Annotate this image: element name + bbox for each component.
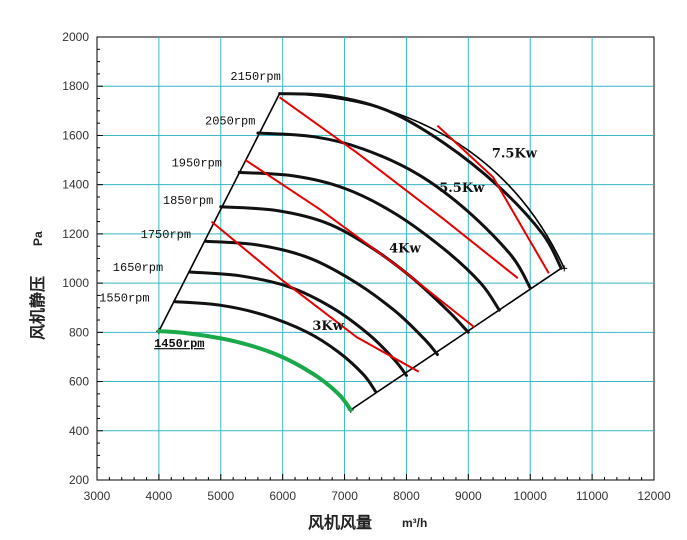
x-tick-label: 10000 <box>514 489 548 503</box>
y-axis-title: 风机静压 <box>28 276 47 340</box>
power-label-3Kw: 3Kw <box>312 319 344 334</box>
plot-area <box>96 36 655 481</box>
x-tick-labels: 3000 4000 5000 6000 7000 8000 9000 10000 11000 12… <box>84 489 671 503</box>
y-tick-label: 1600 <box>62 128 89 142</box>
x-tick-label: 7000 <box>331 489 358 503</box>
speed-label-1650rpm: 1650rpm <box>113 261 163 275</box>
y-tick-label: 1800 <box>62 79 89 93</box>
minor-ticks <box>96 36 655 481</box>
x-tick-label: 4000 <box>146 489 173 503</box>
speed-label-1750rpm: 1750rpm <box>141 228 191 242</box>
power-label-7.5Kw: 7.5Kw <box>492 147 538 162</box>
speed-label-2150rpm: 2150rpm <box>230 70 280 84</box>
speed-curve-2050rpm <box>256 131 532 290</box>
speed-label-1450rpm: 1450rpm <box>154 337 204 351</box>
power-line-4Kw <box>244 159 476 329</box>
envelope-top-arc <box>279 92 565 269</box>
y-tick-label: 600 <box>69 375 89 389</box>
envelope-right-boundary <box>350 267 562 411</box>
y-tick-label: 1200 <box>62 227 89 241</box>
speed-label-1950rpm: 1950rpm <box>172 157 222 171</box>
y-tick-label: 800 <box>69 325 89 339</box>
speed-curve-1750rpm <box>203 239 439 356</box>
speed-curve-1650rpm <box>188 270 408 377</box>
speed-curve-1950rpm <box>237 170 501 312</box>
power-label-4Kw: 4Kw <box>389 241 421 256</box>
y-tick-label: 400 <box>69 424 89 438</box>
curve-labels: 1450rpm 1550rpm 1650rpm 1750rpm 1850rpm 1950r… <box>99 70 538 351</box>
y-tick-label: 200 <box>69 473 89 487</box>
power-line-3Kw <box>210 220 420 373</box>
x-tick-label: 8000 <box>393 489 420 503</box>
power-line-5.5Kw <box>279 96 519 279</box>
power-label-5.5Kw: 5.5Kw <box>439 181 485 196</box>
speed-label-2050rpm: 2050rpm <box>205 114 255 128</box>
speed-label-1850rpm: 1850rpm <box>163 194 213 208</box>
x-tick-label: 6000 <box>269 489 296 503</box>
speed-curves <box>156 92 563 412</box>
x-tick-label: 3000 <box>84 489 111 503</box>
x-axis-unit: m³/h <box>402 516 427 530</box>
power-line-7.5Kw <box>436 124 550 274</box>
x-tick-label: 11000 <box>576 489 609 503</box>
speed-curve-1550rpm <box>172 300 377 393</box>
y-tick-label: 2000 <box>62 30 89 44</box>
x-axis-title: 风机风量 <box>308 513 372 532</box>
y-axis-unit: Pa <box>31 231 45 246</box>
x-tick-label: 9000 <box>455 489 482 503</box>
speed-curve-2150rpm <box>278 92 563 270</box>
x-tick-label: 5000 <box>207 489 234 503</box>
speed-curve-1450rpm <box>156 329 353 412</box>
power-lines <box>210 96 550 373</box>
x-tick-label: 12000 <box>637 489 671 503</box>
y-tick-label: 1400 <box>62 178 89 192</box>
y-tick-label: 1000 <box>62 276 89 290</box>
speed-label-1550rpm: 1550rpm <box>99 292 149 306</box>
y-tick-labels: 200 400 600 800 1000 1200 1400 1600 1800 2000 <box>62 30 89 487</box>
